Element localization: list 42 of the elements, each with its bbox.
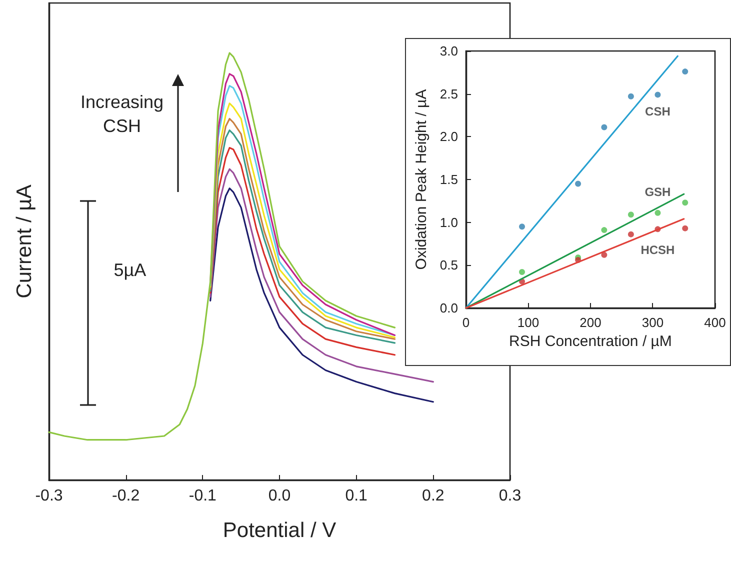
point — [601, 124, 608, 130]
y-tick-label: 0.0 — [440, 300, 458, 316]
x-tick-label: 200 — [580, 315, 602, 330]
point — [519, 269, 526, 276]
series-label: GSH — [644, 184, 671, 199]
x-tick-label: 0.1 — [345, 488, 368, 504]
x-tick-label: -0.3 — [35, 488, 63, 504]
point — [519, 224, 526, 230]
point — [654, 92, 661, 98]
x-axis-title: Potential / V — [222, 519, 336, 542]
point — [601, 252, 608, 258]
x-tick-label: 0 — [462, 315, 470, 330]
x-tick-label: -0.2 — [112, 488, 140, 504]
x-tick-label: 100 — [517, 315, 540, 330]
x-tick-label: -0.1 — [188, 488, 217, 504]
point — [682, 200, 688, 206]
point — [601, 227, 608, 234]
x-tick-label: 0.0 — [268, 488, 291, 504]
point — [654, 210, 661, 216]
point — [628, 93, 634, 100]
y-tick-label: 1.5 — [440, 172, 458, 187]
point — [628, 231, 634, 238]
point — [628, 212, 634, 218]
x-tick-label: 400 — [704, 315, 726, 330]
series-label: CSH — [645, 104, 670, 119]
point — [682, 225, 688, 232]
y-tick-label: 3.0 — [440, 44, 458, 58]
series-label: HCSH — [640, 243, 675, 258]
x-tick-label: 300 — [642, 315, 664, 330]
y-tick-label: 1.0 — [440, 214, 458, 230]
x-axis-title: RSH Concentration / µM — [509, 332, 672, 350]
point — [575, 180, 582, 187]
x-tick-label: 0.3 — [498, 488, 522, 504]
y-tick-label: 2.5 — [440, 86, 458, 102]
annotation: 5µA — [112, 259, 148, 282]
y-axis-title: Current / µA — [13, 184, 36, 298]
y-tick-label: 0.5 — [440, 258, 458, 273]
annotation: Increasing CSH — [79, 91, 165, 138]
y-tick-label: 2.0 — [440, 129, 458, 144]
point — [682, 68, 688, 75]
x-tick-label: 0.2 — [422, 488, 444, 504]
y-axis-title: Oxidation Peak Height / µA — [413, 89, 430, 270]
